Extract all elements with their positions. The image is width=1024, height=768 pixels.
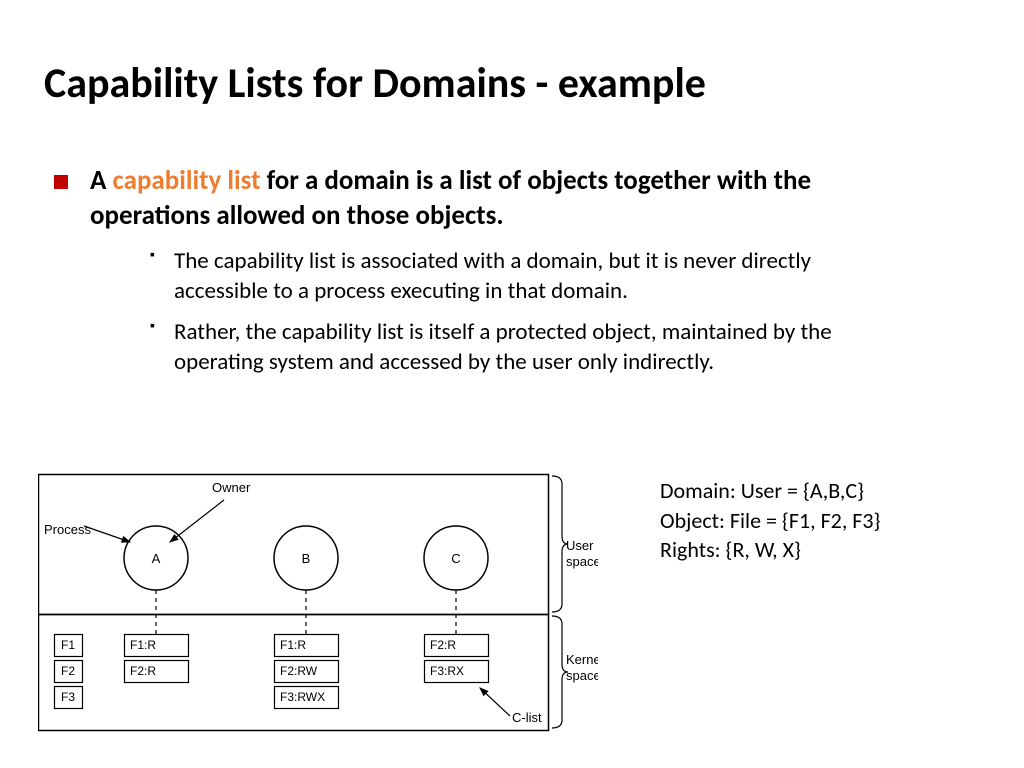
svg-text:C-list: C-list: [512, 710, 542, 725]
svg-text:Process: Process: [44, 522, 91, 537]
slide-title: Capability Lists for Domains - example: [44, 58, 706, 109]
slide: Capability Lists for Domains - example A…: [0, 0, 1024, 768]
svg-text:B: B: [302, 551, 311, 566]
svg-text:space: space: [566, 554, 598, 569]
legend-rights: Rights: {R, W, X}: [660, 535, 880, 565]
sub-bullet-list: The capability list is associated with a…: [150, 246, 904, 387]
sub-bullet: Rather, the capability list is itself a …: [150, 317, 904, 378]
svg-text:F3: F3: [61, 690, 75, 704]
svg-text:F3:RX: F3:RX: [430, 664, 464, 678]
sub-bullet-text: The capability list is associated with a…: [174, 247, 811, 305]
svg-text:F2: F2: [61, 664, 75, 678]
main-bullet-text: A capability list for a domain is a list…: [90, 164, 924, 233]
svg-text:F1: F1: [61, 638, 75, 652]
svg-text:C: C: [451, 551, 460, 566]
legend-block: Domain: User = {A,B,C} Object: File = {F…: [660, 476, 880, 565]
legend-domain: Domain: User = {A,B,C}: [660, 476, 880, 506]
svg-text:F1:R: F1:R: [280, 638, 306, 652]
bullet-square-icon: [54, 175, 68, 189]
svg-text:F3:RWX: F3:RWX: [280, 690, 325, 704]
svg-text:User: User: [566, 538, 594, 553]
svg-text:F2:R: F2:R: [430, 638, 456, 652]
svg-text:Owner: Owner: [212, 480, 251, 495]
sub-bullet-text: Rather, the capability list is itself a …: [174, 318, 832, 376]
main-bullet-prefix: A: [90, 164, 112, 197]
sub-bullet: The capability list is associated with a…: [150, 246, 904, 307]
legend-object: Object: File = {F1, F2, F3}: [660, 506, 880, 536]
svg-text:space: space: [566, 668, 598, 683]
svg-text:A: A: [152, 551, 161, 566]
capability-diagram: ABCProcessOwnerUserspaceKernelspaceC-lis…: [38, 468, 598, 748]
svg-text:F2:R: F2:R: [130, 664, 156, 678]
main-bullet-highlight: capability list: [112, 164, 260, 197]
svg-text:F2:RW: F2:RW: [280, 664, 318, 678]
svg-text:F1:R: F1:R: [130, 638, 156, 652]
svg-text:Kernel: Kernel: [566, 652, 598, 667]
main-bullet: A capability list for a domain is a list…: [54, 164, 924, 233]
